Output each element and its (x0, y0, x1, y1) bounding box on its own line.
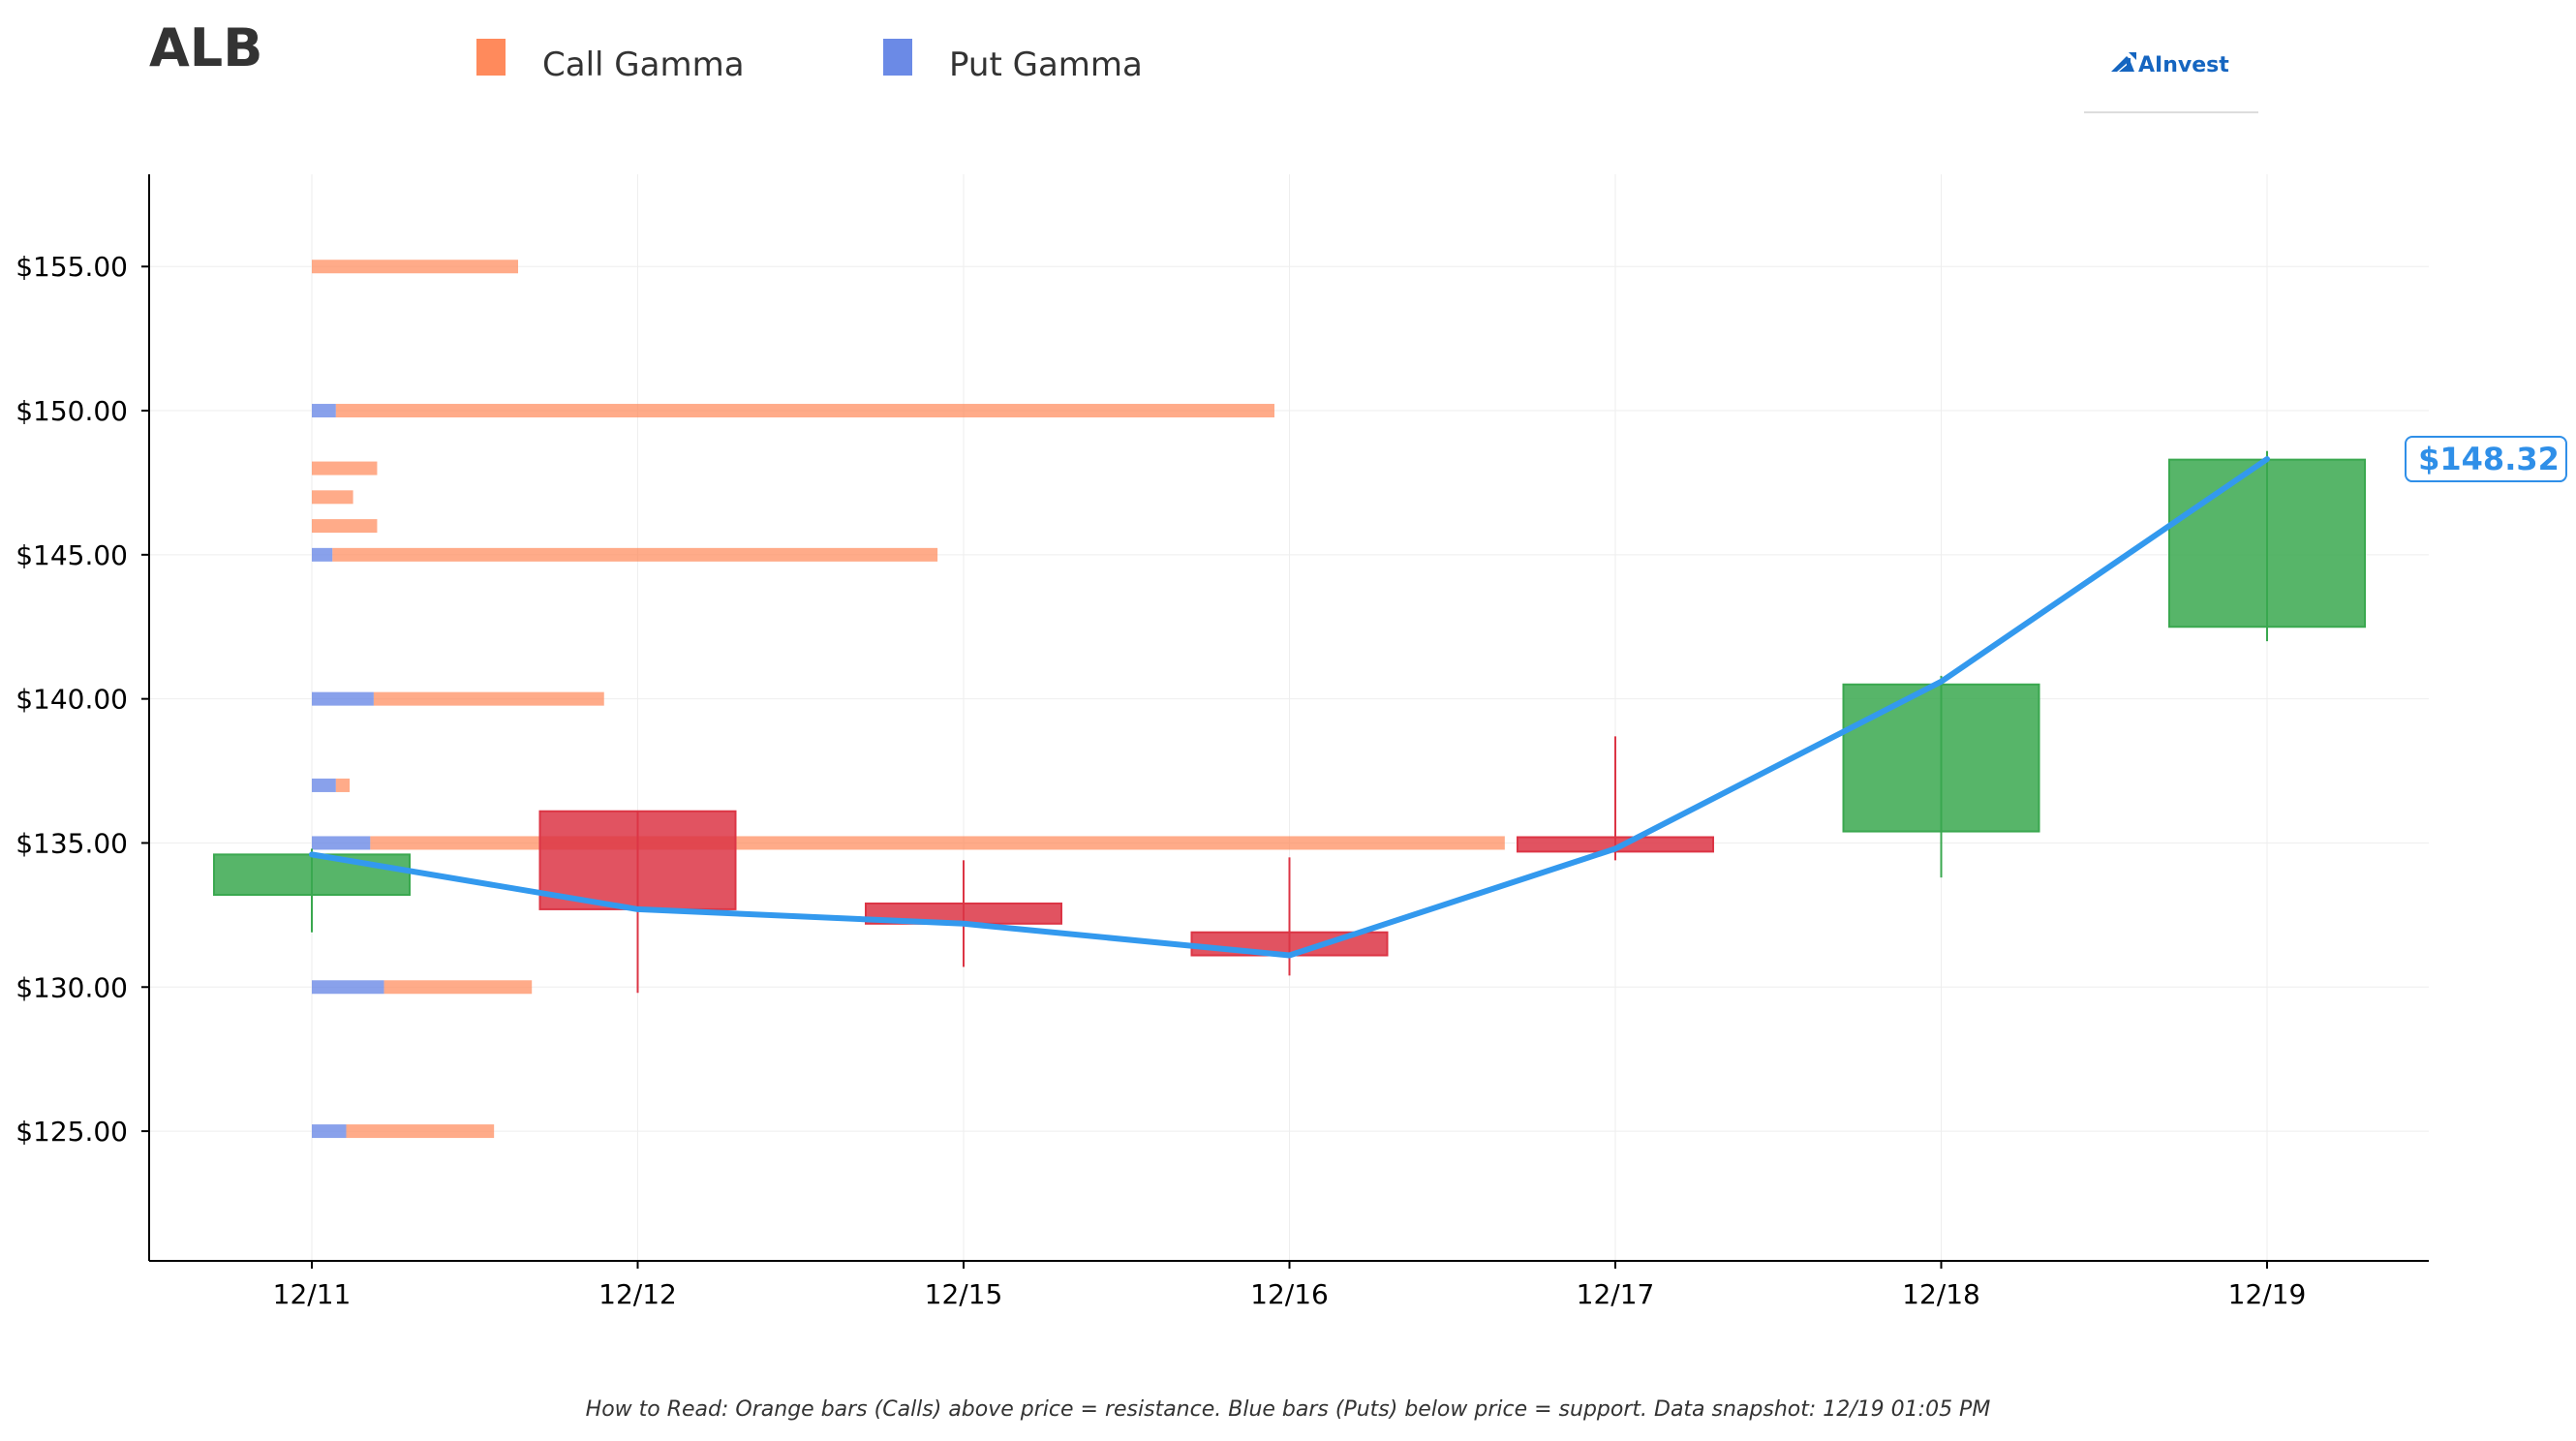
legend-put-swatch (883, 39, 912, 76)
candle-body (1842, 683, 2040, 833)
ainvest-logo: AInvest (2084, 52, 2258, 113)
call-gamma-bar (383, 980, 533, 995)
chart-title: ALB (149, 17, 262, 78)
y-tick-label: $130.00 (15, 971, 128, 1003)
y-tick-label: $145.00 (15, 539, 128, 571)
put-gamma-bar (312, 404, 336, 418)
grid-layer (149, 174, 2429, 1261)
price-line (309, 456, 2270, 959)
x-tick-label: 12/16 (1250, 1278, 1329, 1310)
footnote: How to Read: Orange bars (Calls) above p… (586, 1397, 1991, 1422)
logo-text: AInvest (2138, 53, 2229, 77)
legend: Call Gamma Put Gamma (476, 39, 1143, 84)
y-tick-label: $140.00 (15, 684, 128, 716)
last-price-label: $148.32 (2418, 441, 2560, 477)
x-tick-label: 12/12 (598, 1278, 677, 1310)
call-gamma-bar (335, 778, 351, 792)
candle-body (538, 810, 737, 910)
x-tick-label: 12/15 (925, 1278, 1003, 1310)
candle-body (213, 853, 411, 897)
put-gamma-bar (312, 691, 374, 706)
put-gamma-bar (312, 836, 371, 850)
tick-layer: $125.00 $130.00 $135.00 $140.00 $145.00 $150.… (15, 251, 2306, 1310)
y-tick-label: $125.00 (15, 1116, 128, 1148)
legend-put-label: Put Gamma (949, 46, 1143, 84)
x-tick-label: 12/18 (1902, 1278, 1980, 1310)
line-layer (309, 456, 2270, 959)
candle-layer (213, 450, 2366, 994)
call-gamma-bar (312, 519, 378, 534)
put-gamma-bar (312, 547, 333, 562)
y-tick-label: $135.00 (15, 827, 128, 859)
put-gamma-bar (312, 980, 384, 995)
x-tick-label: 12/17 (1577, 1278, 1655, 1310)
x-tick-label: 12/11 (273, 1278, 352, 1310)
logo-mark-icon (2111, 52, 2136, 72)
y-tick-label: $155.00 (15, 251, 128, 283)
y-tick-label: $150.00 (15, 395, 128, 427)
legend-call-label: Call Gamma (542, 46, 745, 84)
call-gamma-bar (312, 260, 518, 274)
legend-call-swatch (476, 39, 506, 76)
x-tick-label: 12/19 (2228, 1278, 2307, 1310)
last-price-tag: $148.32 (2405, 436, 2567, 483)
call-gamma-bar (335, 404, 1275, 418)
last-price-tag-box (2405, 436, 2567, 483)
call-gamma-bar (373, 691, 604, 706)
candle-body (2168, 458, 2366, 629)
call-gamma-bar (312, 490, 353, 505)
put-gamma-bar (312, 778, 336, 792)
call-gamma-bar (332, 547, 938, 562)
call-gamma-bar (312, 461, 378, 475)
call-gamma-bar (346, 1124, 495, 1139)
put-gamma-bar (312, 1124, 347, 1139)
